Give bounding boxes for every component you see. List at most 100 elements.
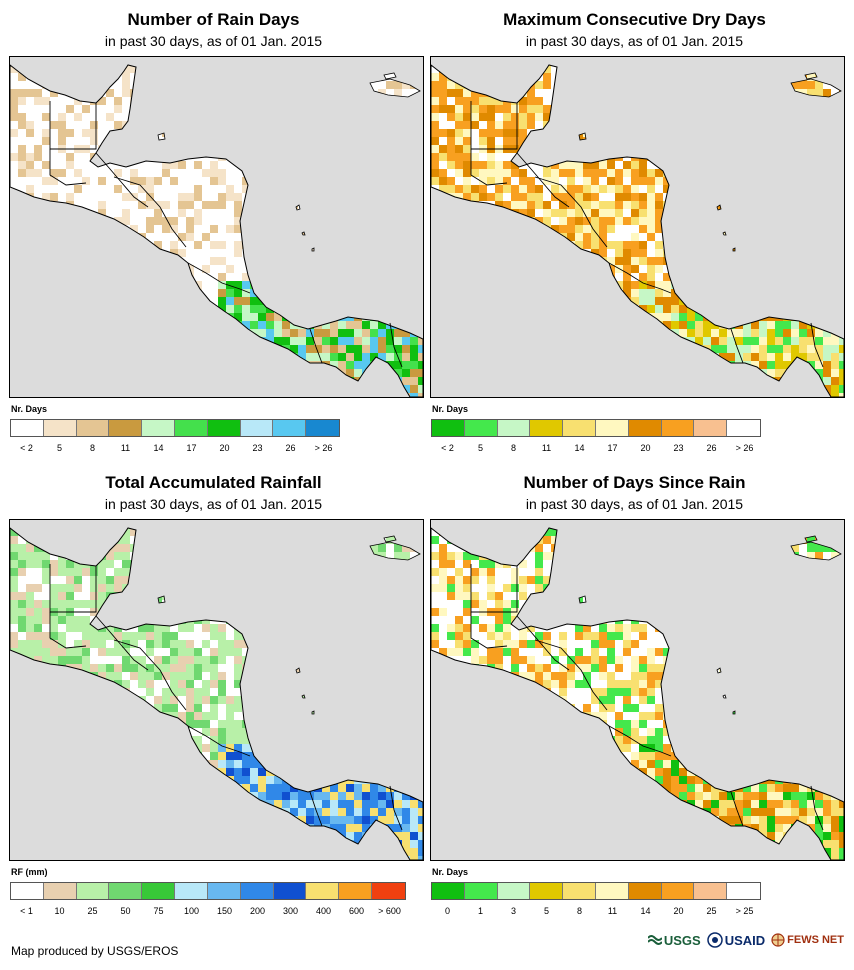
legend-tick-label: > 600 <box>378 906 401 916</box>
legend-swatch <box>240 420 274 436</box>
panel-rainfall: Total Accumulated Rainfall in past 30 da… <box>0 463 427 925</box>
panel-title: Number of Days Since Rain <box>523 473 746 492</box>
legend-tick-label: 25 <box>87 906 98 916</box>
island-outline <box>369 78 421 98</box>
island-outline <box>369 541 421 561</box>
island-outline <box>311 247 315 252</box>
island-outline <box>578 595 587 604</box>
legend-tick-label: > 26 <box>314 443 333 453</box>
legend-label: RF (mm) <box>11 867 48 877</box>
legend-tick-label: 20 <box>219 443 230 453</box>
coastline <box>10 64 423 397</box>
country-border <box>49 149 87 186</box>
map-canvas <box>431 57 844 397</box>
legend-tick-label: > 26 <box>735 443 754 453</box>
country-border <box>516 615 570 671</box>
fews-globe-icon <box>771 933 785 947</box>
legend-swatch <box>109 883 143 899</box>
legend-tick-label: 600 <box>348 906 365 916</box>
legend-swatch <box>339 883 373 899</box>
coastline <box>431 64 844 397</box>
legend-tick-label: 17 <box>607 443 618 453</box>
legend-swatch <box>240 883 274 899</box>
legend-swatch <box>694 883 728 899</box>
legend-swatch <box>273 420 307 436</box>
panel-subtitle: in past 30 days, as of 01 Jan. 2015 <box>104 496 323 512</box>
legend-swatch <box>432 420 465 436</box>
coastline <box>10 527 423 860</box>
country-border <box>113 639 187 711</box>
island-outline <box>716 204 722 211</box>
country-border <box>49 564 97 613</box>
country-border <box>608 262 672 294</box>
island-outline <box>804 72 818 80</box>
legend-tick-label: 200 <box>249 906 266 916</box>
footer-credit: Map produced by USGS/EROS <box>11 944 179 958</box>
legend-tick-label: 20 <box>640 443 651 453</box>
country-border <box>608 725 672 757</box>
usgs-logo: USGS <box>647 933 701 948</box>
panel-subtitle: in past 30 days, as of 01 Jan. 2015 <box>525 33 744 49</box>
legend-swatch <box>207 883 241 899</box>
legend-tick-label: 14 <box>640 906 651 916</box>
legend-tick-label: 5 <box>56 443 63 453</box>
legend-tick-label: 50 <box>120 906 131 916</box>
usgs-wave-icon <box>647 935 662 945</box>
island-outline <box>722 231 727 236</box>
legend-label: Nr. Days <box>11 404 48 414</box>
legend-tick-label: 8 <box>510 443 517 453</box>
logo-strip: USGS USAID FEWS NET <box>647 932 844 948</box>
usaid-logo: USAID <box>706 932 766 948</box>
country-border <box>389 322 403 368</box>
map-rain-days <box>9 56 424 398</box>
fews-logo: FEWS NET <box>771 933 844 947</box>
country-border <box>309 328 323 364</box>
country-border <box>534 176 608 248</box>
legend-tick-label: 1 <box>477 906 484 916</box>
legend-tick-label: 11 <box>120 443 131 453</box>
island-outline <box>804 535 818 543</box>
country-border <box>534 639 608 711</box>
legend-bar <box>431 882 761 900</box>
legend-tick-label: < 2 <box>441 443 454 453</box>
island-outline <box>716 667 722 674</box>
legend-tick-label: 8 <box>576 906 583 916</box>
legend-tick-label: 10 <box>54 906 65 916</box>
legend-tick-label: 300 <box>282 906 299 916</box>
legend-swatch <box>207 420 241 436</box>
legend-tick-label: 5 <box>543 906 550 916</box>
country-border <box>470 149 508 186</box>
legend-swatch <box>727 883 760 899</box>
island-outline <box>732 247 736 252</box>
legend-swatch <box>76 420 110 436</box>
country-border <box>470 101 518 150</box>
panel-title: Total Accumulated Rainfall <box>105 473 322 492</box>
legend-swatch <box>174 420 208 436</box>
legend-swatch <box>43 420 77 436</box>
legend-swatch <box>497 883 531 899</box>
legend-swatch <box>727 420 760 436</box>
legend-swatch <box>11 883 44 899</box>
legend-swatch <box>43 883 77 899</box>
panel-title: Maximum Consecutive Dry Days <box>503 10 766 29</box>
usaid-logo-text: USAID <box>724 932 766 948</box>
island-outline <box>578 132 587 141</box>
usaid-seal-icon <box>706 932 723 948</box>
country-border <box>810 785 824 831</box>
legend-label: Nr. Days <box>432 867 469 877</box>
legend-tick-label: 23 <box>252 443 263 453</box>
panel-days-since-rain: Number of Days Since Rain in past 30 day… <box>421 463 848 925</box>
legend-label: Nr. Days <box>432 404 469 414</box>
country-border <box>113 176 187 248</box>
legend-swatch <box>628 883 662 899</box>
country-border <box>49 101 97 150</box>
country-border <box>95 152 149 208</box>
legend-tick-label: 11 <box>607 906 618 916</box>
legend-swatch <box>661 883 695 899</box>
country-border <box>470 612 508 649</box>
island-outline <box>301 231 306 236</box>
legend-tick-label: 26 <box>706 443 717 453</box>
country-border <box>516 152 570 208</box>
legend-tick-label: 5 <box>477 443 484 453</box>
coastline <box>431 527 844 860</box>
